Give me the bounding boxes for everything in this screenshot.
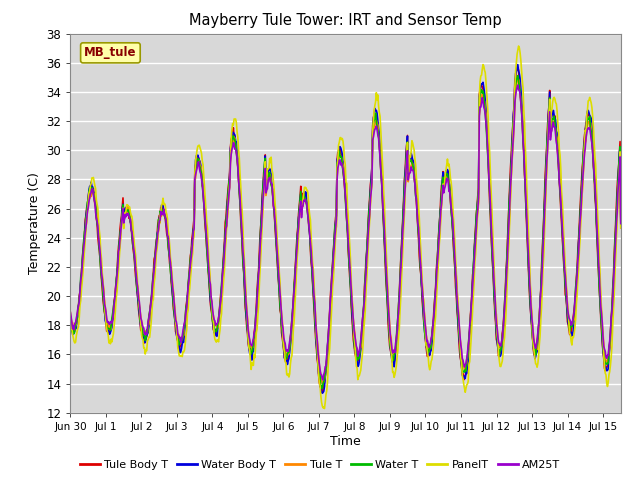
Water Body T: [617, 220, 625, 226]
Water T: [617, 215, 625, 220]
Tule Body T: [68, 326, 76, 332]
PanelT: [617, 225, 625, 230]
Line: Tule Body T: Tule Body T: [70, 67, 621, 393]
AM25T: [301, 196, 309, 202]
Tule T: [143, 330, 151, 336]
PanelT: [143, 338, 151, 344]
Text: MB_tule: MB_tule: [84, 47, 137, 60]
Water Body T: [301, 193, 309, 199]
Tule Body T: [301, 193, 309, 199]
Water T: [319, 385, 326, 391]
Tule Body T: [513, 64, 521, 70]
PanelT: [476, 95, 483, 101]
Tule T: [462, 366, 470, 372]
Tule T: [319, 381, 326, 386]
Tule Body T: [476, 91, 483, 97]
Water Body T: [476, 94, 483, 99]
Tule Body T: [323, 358, 330, 364]
Tule Body T: [617, 216, 625, 222]
Line: Water Body T: Water Body T: [70, 65, 621, 393]
Water T: [514, 73, 522, 79]
Tule T: [323, 360, 330, 365]
AM25T: [67, 310, 74, 315]
Tule T: [67, 310, 74, 315]
Line: Tule T: Tule T: [70, 80, 621, 384]
Water T: [68, 325, 76, 331]
Tule Body T: [319, 390, 326, 396]
Tule T: [476, 112, 483, 118]
AM25T: [476, 113, 483, 119]
AM25T: [462, 360, 470, 366]
PanelT: [301, 184, 309, 190]
X-axis label: Time: Time: [330, 434, 361, 448]
Water T: [67, 316, 74, 322]
PanelT: [515, 43, 522, 49]
AM25T: [323, 352, 330, 358]
AM25T: [143, 324, 151, 330]
PanelT: [67, 313, 74, 319]
Line: Water T: Water T: [70, 76, 621, 388]
Line: AM25T: AM25T: [70, 85, 621, 380]
AM25T: [319, 377, 327, 383]
Legend: Tule Body T, Water Body T, Tule T, Water T, PanelT, AM25T: Tule Body T, Water Body T, Tule T, Water…: [75, 456, 565, 474]
Water T: [462, 368, 470, 374]
PanelT: [462, 385, 470, 391]
Water T: [143, 330, 151, 336]
Y-axis label: Temperature (C): Temperature (C): [28, 172, 41, 274]
Tule Body T: [67, 319, 74, 324]
AM25T: [514, 82, 522, 88]
Line: PanelT: PanelT: [70, 46, 621, 408]
Tule Body T: [143, 328, 151, 334]
Water T: [476, 97, 483, 103]
Tule T: [617, 225, 625, 231]
Water Body T: [143, 331, 151, 337]
AM25T: [68, 326, 76, 332]
Tule T: [515, 77, 522, 83]
PanelT: [68, 332, 76, 337]
AM25T: [617, 221, 625, 227]
Water T: [323, 355, 330, 361]
PanelT: [323, 388, 330, 394]
Water Body T: [514, 62, 522, 68]
Water Body T: [68, 332, 76, 337]
Water Body T: [462, 369, 470, 375]
Water Body T: [67, 317, 74, 323]
Water Body T: [323, 363, 330, 369]
Water T: [301, 195, 309, 201]
Tule T: [301, 197, 309, 203]
Title: Mayberry Tule Tower: IRT and Sensor Temp: Mayberry Tule Tower: IRT and Sensor Temp: [189, 13, 502, 28]
Tule T: [68, 320, 76, 325]
Water Body T: [319, 390, 326, 396]
PanelT: [321, 406, 328, 411]
Tule Body T: [462, 369, 470, 374]
